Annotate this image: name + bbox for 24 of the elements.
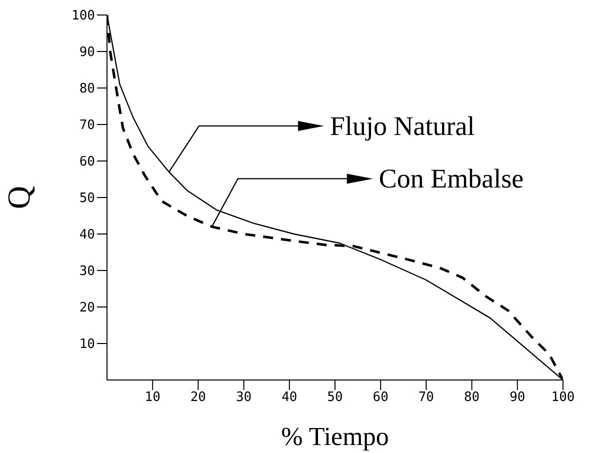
- x-tick-label: 10: [144, 390, 160, 406]
- x-tick-label: 50: [327, 390, 343, 406]
- annotation: Flujo Natural: [330, 110, 475, 141]
- x-tick-label: 70: [418, 390, 434, 406]
- x-tick-label: 40: [282, 390, 298, 406]
- x-axis-title: % Tiempo: [281, 422, 389, 451]
- y-tick-label: 90: [79, 45, 95, 60]
- x-tick-label: 90: [510, 390, 526, 406]
- y-tick-label: 20: [79, 300, 95, 316]
- y-tick-label: 10: [79, 337, 95, 352]
- x-tick-label: 80: [464, 390, 480, 406]
- y-tick-label: 50: [79, 191, 95, 206]
- annotation: Con Embalse: [378, 164, 524, 194]
- y-tick-label: 70: [79, 118, 95, 134]
- x-tick-label: 30: [236, 390, 252, 406]
- y-axis-title: Q: [0, 186, 36, 210]
- y-tick-label: 100: [72, 8, 95, 24]
- y-tick-label: 40: [79, 228, 95, 243]
- y-tick-label: 30: [79, 264, 95, 280]
- y-tick-label: 80: [79, 82, 95, 97]
- x-tick-label: 100: [551, 390, 575, 406]
- x-tick-label: 20: [190, 390, 206, 406]
- y-tick-label: 60: [79, 154, 95, 170]
- x-tick-label: 60: [372, 390, 388, 406]
